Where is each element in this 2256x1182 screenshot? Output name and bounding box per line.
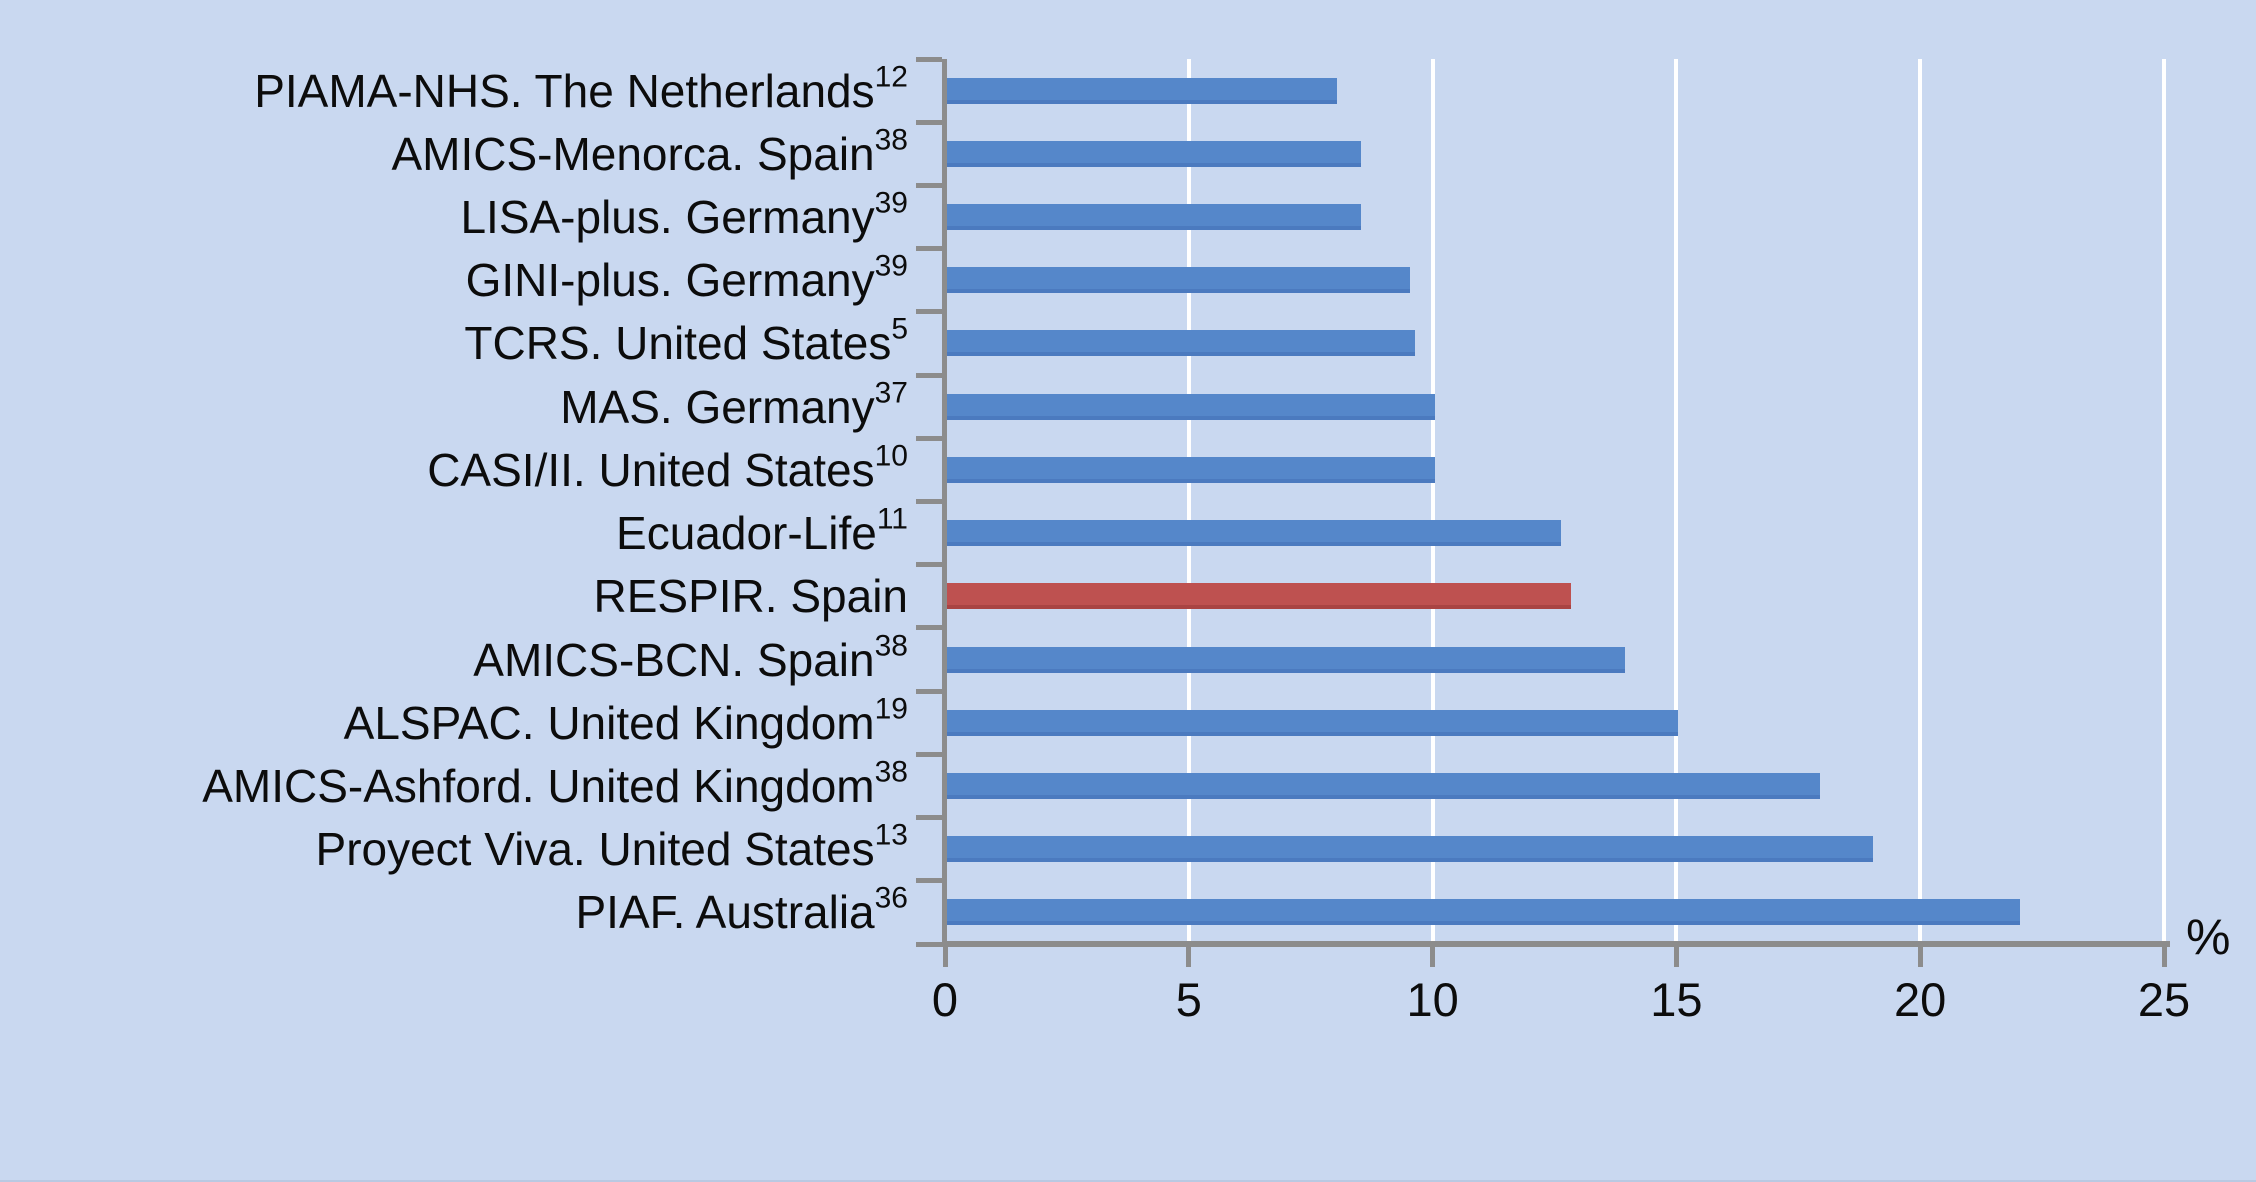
- y-axis-tick: [916, 119, 942, 125]
- x-tick-label-0: 0: [931, 973, 959, 1026]
- y-axis-tick: [916, 435, 942, 441]
- bar: [947, 393, 1435, 420]
- bar: [947, 267, 1411, 294]
- category-label: MAS. Germany 37: [0, 375, 908, 438]
- bar: [947, 772, 1820, 799]
- category-label: Ecuador-Life 11: [0, 502, 908, 565]
- gridline-x-25: [2162, 59, 2166, 941]
- category-label-text: CASI/II. United States: [427, 443, 875, 496]
- category-label-text: AMICS-BCN. Spain: [473, 633, 875, 686]
- gridline-x-20: [1918, 59, 1923, 941]
- category-label-reference-superscript: 39: [874, 249, 908, 283]
- category-label-reference-superscript: 37: [874, 376, 908, 410]
- category-label-text: TCRS. United States: [464, 317, 892, 370]
- category-label-text: ALSPAC. United Kingdom: [343, 696, 875, 749]
- category-label-reference-superscript: 11: [876, 502, 908, 536]
- gridline-x-5: [1186, 59, 1191, 941]
- x-tick-label-15: 15: [1650, 973, 1703, 1026]
- bar: [947, 456, 1435, 483]
- plot-area: [916, 56, 2170, 967]
- y-axis-tick: [916, 688, 942, 694]
- y-axis-tick: [916, 625, 942, 631]
- gridline-x-10: [1430, 59, 1435, 941]
- x-axis-unit-label: %: [2186, 909, 2231, 965]
- x-tick-label-5: 5: [1175, 973, 1202, 1026]
- category-label-text: Ecuador-Life: [616, 507, 877, 560]
- category-label: AMICS-Ashford. United Kingdom 38: [0, 754, 908, 817]
- bar: [947, 709, 1679, 736]
- bar: [947, 836, 1874, 863]
- category-label-reference-superscript: 38: [874, 629, 908, 663]
- category-label-reference-superscript: 5: [891, 312, 908, 346]
- category-label-text: PIAMA-NHS. The Netherlands: [254, 64, 875, 117]
- x-tick-label-row: 0 5 10 15 20 25: [0, 972, 2256, 1042]
- category-label: GINI-plus. Germany 39: [0, 249, 908, 312]
- category-label-reference-superscript: 13: [874, 818, 908, 852]
- y-axis-tick: [916, 878, 942, 884]
- category-label-reference-superscript: 19: [874, 692, 908, 726]
- y-axis-tick: [916, 815, 942, 821]
- x-axis-tick-5: [1186, 947, 1192, 967]
- category-label: LISA-plus. Germany 39: [0, 185, 908, 248]
- x-axis-tick-20: [1917, 947, 1923, 967]
- y-axis-line: [942, 59, 947, 944]
- category-label: ALSPAC. United Kingdom 19: [0, 691, 908, 754]
- bar: [947, 899, 2020, 926]
- bar-highlighted: [947, 583, 1572, 610]
- y-axis-tick: [916, 372, 942, 378]
- x-tick-label-10: 10: [1406, 973, 1459, 1026]
- y-axis-tick: [916, 941, 942, 947]
- y-axis-tick: [916, 309, 942, 315]
- category-label: CASI/II. United States 10: [0, 438, 908, 501]
- category-label: RESPIR. Spain: [0, 565, 908, 628]
- category-label-text: AMICS-Ashford. United Kingdom: [202, 759, 875, 812]
- category-label-reference-superscript: 36: [874, 881, 908, 915]
- bar: [947, 77, 1338, 104]
- y-axis-tick: [916, 182, 942, 188]
- figure-bottom-edge: [0, 1180, 2256, 1182]
- category-label-reference-superscript: 38: [874, 123, 908, 157]
- y-axis-tick: [916, 562, 942, 568]
- category-label-reference-superscript: 10: [874, 439, 908, 473]
- category-label-reference-superscript: 12: [874, 60, 908, 94]
- bar: [947, 330, 1416, 357]
- category-label-text: PIAF. Australia: [575, 886, 875, 939]
- x-axis-tick-25: [2161, 947, 2167, 967]
- x-axis-line: [942, 941, 2170, 947]
- category-label: Proyect Viva. United States 13: [0, 818, 908, 881]
- category-label-column: PIAMA-NHS. The Netherlands 12 AMICS-Menorc…: [0, 59, 908, 944]
- bar: [947, 204, 1362, 231]
- y-axis-tick: [916, 246, 942, 252]
- category-label: AMICS-BCN. Spain 38: [0, 628, 908, 691]
- y-axis-tick: [916, 56, 942, 62]
- x-tick-label-25: 25: [2137, 973, 2191, 1026]
- x-axis-tick-0: [942, 947, 948, 967]
- y-axis-tick: [916, 751, 942, 757]
- category-label: PIAF. Australia 36: [0, 881, 908, 944]
- y-axis-tick: [916, 499, 942, 504]
- category-label-reference-superscript: 39: [874, 186, 908, 220]
- bar: [947, 646, 1625, 673]
- category-label-text: AMICS-Menorca. Spain: [391, 127, 875, 180]
- category-label: PIAMA-NHS. The Netherlands 12: [0, 59, 908, 122]
- bar: [947, 520, 1562, 547]
- bar: [947, 140, 1362, 167]
- category-label-text: MAS. Germany: [560, 380, 875, 433]
- x-axis-tick-15: [1673, 947, 1679, 967]
- category-label: TCRS. United States 5: [0, 312, 908, 375]
- x-tick-label-20: 20: [1894, 973, 1947, 1026]
- category-label-reference-superscript: 38: [874, 755, 908, 789]
- category-label-text: LISA-plus. Germany: [460, 191, 875, 244]
- category-label-text: GINI-plus. Germany: [465, 254, 875, 307]
- category-label-text: Proyect Viva. United States: [315, 823, 875, 876]
- category-label-text: RESPIR. Spain: [593, 570, 908, 623]
- x-axis-tick-10: [1430, 947, 1436, 967]
- gridline-x-15: [1674, 59, 1679, 941]
- category-label: AMICS-Menorca. Spain 38: [0, 122, 908, 185]
